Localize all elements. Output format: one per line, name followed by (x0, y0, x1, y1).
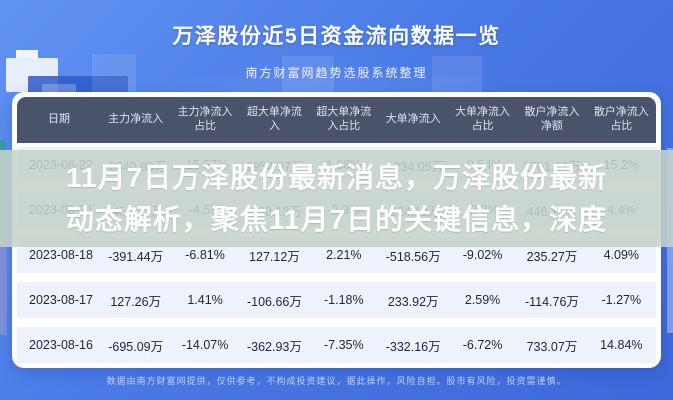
cell: 2.21% (326, 248, 362, 262)
table-row: 2023-08-17 127.26万 1.41% -106.66万 -1.18% 233.… (17, 282, 656, 318)
header-cell: 大单净流入占比 (455, 106, 511, 132)
page-subtitle: 南方财富网趋势选股系统整理 (245, 66, 428, 80)
footer-disclaimer: 数据由南方财富网提供，仅供参考，不构成投资建议，据此操作，风险自担。股市有风险，… (106, 376, 567, 386)
cell: -7.35% (324, 338, 364, 352)
header-cell: 日期 (48, 113, 70, 126)
cell: 14.84% (600, 338, 643, 352)
cell: 2023-08-18 (29, 248, 93, 262)
header-cell: 散户净流入占比 (593, 106, 649, 132)
cell: -1.27% (601, 293, 642, 307)
overlay-caption-band: 11月7日万泽股份最新消息，万泽股份最新 动态解析，聚焦11月7日的关键信息，深… (0, 150, 673, 247)
cell: -114.76万 (524, 294, 579, 309)
cell: 127.26万 (110, 294, 162, 309)
cell: -518.56万 (385, 249, 441, 264)
cell: -695.09万 (108, 339, 164, 354)
cell: 2023-08-17 (29, 293, 93, 307)
cell: -9.02% (462, 248, 503, 262)
header-cell: 主力净流入 (108, 113, 164, 126)
cell: -332.16万 (385, 339, 441, 354)
header-cell: 超大单净流入 (246, 106, 302, 132)
cell: 235.27万 (526, 249, 578, 264)
left-edge-accent (0, 245, 7, 335)
cell: -1.18% (324, 293, 364, 307)
cell: -14.07% (181, 338, 229, 352)
cell: 127.12万 (249, 249, 300, 264)
cell: -106.66万 (246, 294, 302, 309)
overlay-caption-line2: 动态解析，聚焦11月7日的关键信息，深度 (65, 203, 608, 235)
cell: 2.59% (464, 293, 501, 307)
cell: -6.72% (462, 338, 503, 352)
table-row: 2023-08-16 -695.09万 -14.07% -362.93万 -7.35% -… (17, 327, 656, 363)
table-header: 日期 主力净流入 主力净流入占比 超大单净流入 超大单净流入占比 大单净流入 大单净流入占比… (17, 97, 656, 143)
cell: 733.07万 (526, 339, 578, 354)
cell: 1.41% (187, 293, 223, 307)
cell: -362.93万 (246, 339, 302, 354)
header-cell: 散户净流入净额 (524, 106, 580, 132)
banner: 万泽股份近5日资金流向数据一览 南方财富网趋势选股系统整理 (0, 0, 673, 81)
cell: -391.44万 (108, 249, 164, 264)
header-cell: 大单净流入 (385, 113, 441, 126)
header-cell: 超大单净流入占比 (316, 106, 372, 132)
header-cell: 主力净流入占比 (177, 106, 233, 132)
cell: -6.81% (185, 248, 225, 262)
overlay-caption-line1: 11月7日万泽股份最新消息，万泽股份最新 (65, 161, 608, 193)
cell: 2023-08-16 (29, 338, 93, 352)
page-title: 万泽股份近5日资金流向数据一览 (172, 25, 501, 48)
cell: 4.09% (603, 248, 640, 262)
cell: 233.92万 (387, 294, 439, 309)
